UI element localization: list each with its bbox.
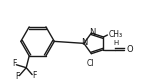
Text: F: F xyxy=(32,71,36,80)
Text: CH₃: CH₃ xyxy=(108,30,122,39)
Text: N: N xyxy=(89,28,96,37)
Text: H: H xyxy=(114,40,119,46)
Text: O: O xyxy=(126,45,133,54)
Text: F: F xyxy=(12,59,17,68)
Text: N: N xyxy=(81,38,87,47)
Text: F: F xyxy=(15,72,20,81)
Text: Cl: Cl xyxy=(87,59,94,68)
